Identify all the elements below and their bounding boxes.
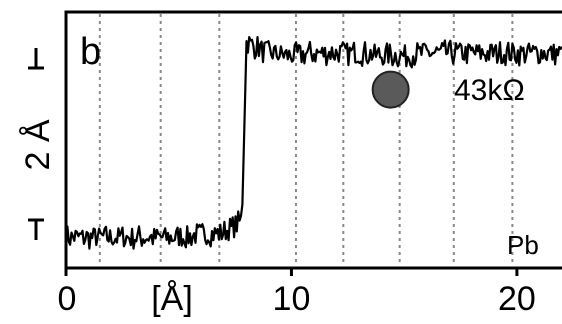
plot-frame (64, 10, 562, 270)
x-axis-ticks: 0 10 20 (58, 268, 536, 318)
resistance-annotation: 43kΩ (454, 74, 525, 107)
y-scale-bar (28, 48, 44, 240)
y-axis-label: 2 Å (19, 119, 57, 170)
panel-label: b (80, 31, 101, 73)
data-marker (371, 70, 410, 109)
series-line (64, 36, 562, 250)
x-axis-label: [Å] (151, 280, 193, 318)
element-annotation: Pb (507, 230, 539, 260)
x-tick-label-20: 20 (498, 280, 536, 318)
x-tick-label-10: 10 (273, 280, 311, 318)
x-tick-label-0: 0 (58, 280, 77, 318)
